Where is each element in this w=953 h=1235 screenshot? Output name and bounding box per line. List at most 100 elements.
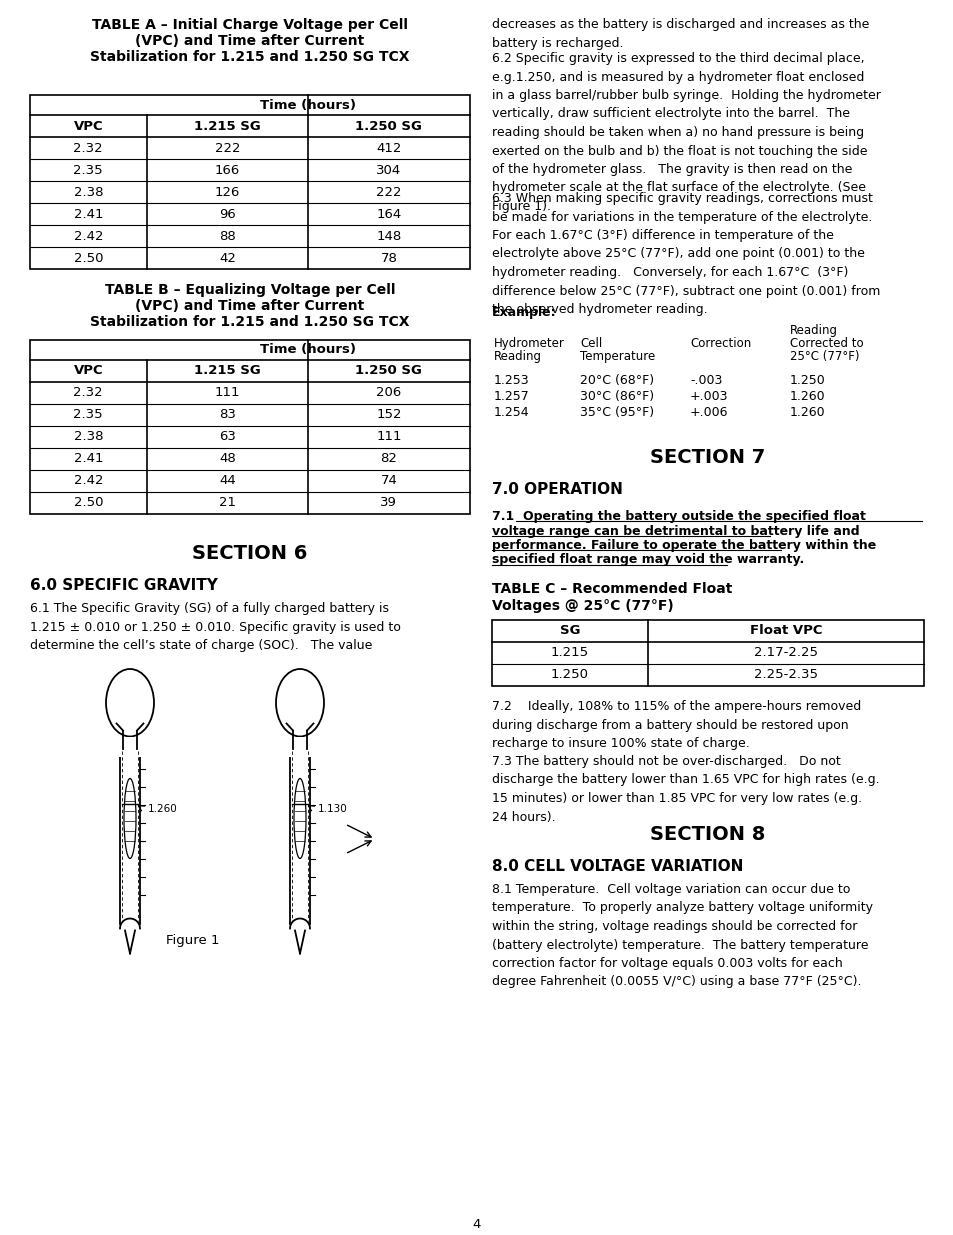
Text: 2.42: 2.42 (73, 230, 103, 242)
Text: SECTION 8: SECTION 8 (650, 825, 765, 844)
Text: 2.35: 2.35 (73, 163, 103, 177)
Text: 74: 74 (380, 474, 396, 488)
Text: 222: 222 (375, 185, 401, 199)
Text: 7.2    Ideally, 108% to 115% of the ampere-hours removed
during discharge from a: 7.2 Ideally, 108% to 115% of the ampere-… (492, 700, 861, 750)
Text: Float VPC: Float VPC (749, 625, 821, 637)
Text: +.006: +.006 (689, 406, 728, 419)
Text: 6.1 The Specific Gravity (SG) of a fully charged battery is
1.215 ± 0.010 or 1.2: 6.1 The Specific Gravity (SG) of a fully… (30, 601, 400, 652)
Text: 96: 96 (219, 207, 235, 221)
Text: 7.1  Operating the battery outside the specified float: 7.1 Operating the battery outside the sp… (492, 510, 865, 522)
Bar (492, 620, 923, 685)
Text: Time (hours): Time (hours) (260, 99, 355, 111)
Text: VPC: VPC (73, 120, 103, 132)
Text: 39: 39 (380, 496, 396, 510)
Text: 6.2 Specific gravity is expressed to the third decimal place,
e.g.1.250, and is : 6.2 Specific gravity is expressed to the… (492, 52, 880, 212)
Text: 148: 148 (375, 230, 401, 242)
Text: performance. Failure to operate the battery within the: performance. Failure to operate the batt… (492, 538, 876, 552)
Text: 2.50: 2.50 (73, 496, 103, 510)
Text: 206: 206 (375, 387, 401, 399)
Text: SECTION 6: SECTION 6 (193, 543, 308, 563)
Text: decreases as the battery is discharged and increases as the
battery is recharged: decreases as the battery is discharged a… (492, 19, 868, 49)
Text: -.003: -.003 (689, 374, 721, 387)
Text: Reading: Reading (494, 350, 541, 363)
Text: 152: 152 (375, 409, 401, 421)
Text: 35°C (95°F): 35°C (95°F) (579, 406, 654, 419)
Text: 63: 63 (218, 431, 235, 443)
Text: TABLE A – Initial Charge Voltage per Cell
(VPC) and Time after Current
Stabiliza: TABLE A – Initial Charge Voltage per Cel… (91, 19, 410, 64)
Text: Temperature: Temperature (579, 350, 655, 363)
Bar (106, 736, 153, 757)
Text: 412: 412 (375, 142, 401, 154)
Text: 1.260: 1.260 (789, 406, 824, 419)
Text: 82: 82 (380, 452, 396, 466)
Text: 8.1 Temperature.  Cell voltage variation can occur due to
temperature.  To prope: 8.1 Temperature. Cell voltage variation … (492, 883, 872, 988)
Text: 2.38: 2.38 (73, 431, 103, 443)
Ellipse shape (106, 669, 153, 736)
Text: 126: 126 (214, 185, 240, 199)
Text: 1.260: 1.260 (789, 390, 824, 403)
Text: 1.253: 1.253 (494, 374, 529, 387)
Text: 2.50: 2.50 (73, 252, 103, 264)
Text: 2.41: 2.41 (73, 452, 103, 466)
Text: Correction: Correction (689, 337, 750, 350)
Text: SG: SG (558, 625, 579, 637)
Text: 83: 83 (218, 409, 235, 421)
Text: TABLE C – Recommended Float: TABLE C – Recommended Float (492, 582, 732, 597)
Ellipse shape (124, 778, 136, 858)
Ellipse shape (294, 778, 306, 858)
Text: 1.250 SG: 1.250 SG (355, 120, 422, 132)
Text: 48: 48 (219, 452, 235, 466)
Text: 111: 111 (214, 387, 240, 399)
Text: VPC: VPC (73, 364, 103, 378)
Text: 7.3 The battery should not be over-discharged.   Do not
discharge the battery lo: 7.3 The battery should not be over-disch… (492, 755, 879, 824)
Text: 30°C (86°F): 30°C (86°F) (579, 390, 654, 403)
Text: TABLE B – Equalizing Voltage per Cell
(VPC) and Time after Current
Stabilization: TABLE B – Equalizing Voltage per Cell (V… (91, 283, 410, 330)
Text: Example:: Example: (492, 306, 556, 319)
Text: 42: 42 (218, 252, 235, 264)
Text: 222: 222 (214, 142, 240, 154)
Bar (275, 736, 324, 757)
Text: 2.38: 2.38 (73, 185, 103, 199)
Text: 1.250 SG: 1.250 SG (355, 364, 422, 378)
Text: 2.25-2.35: 2.25-2.35 (753, 668, 817, 682)
Text: Cell: Cell (579, 337, 601, 350)
Text: 1.215 SG: 1.215 SG (193, 120, 260, 132)
Text: 1.254: 1.254 (494, 406, 529, 419)
Text: Voltages @ 25°C (77°F): Voltages @ 25°C (77°F) (492, 599, 673, 613)
Text: voltage range can be detrimental to battery life and: voltage range can be detrimental to batt… (492, 525, 859, 537)
Text: 6.0 SPECIFIC GRAVITY: 6.0 SPECIFIC GRAVITY (30, 578, 217, 593)
Text: 8.0 CELL VOLTAGE VARIATION: 8.0 CELL VOLTAGE VARIATION (492, 860, 742, 874)
Text: 2.42: 2.42 (73, 474, 103, 488)
Text: Reading: Reading (789, 324, 837, 337)
Text: Time (hours): Time (hours) (260, 343, 355, 357)
Text: 1.215 SG: 1.215 SG (193, 364, 260, 378)
Text: 1.130: 1.130 (317, 804, 348, 814)
Text: 1.250: 1.250 (550, 668, 588, 682)
Text: 1.250: 1.250 (789, 374, 825, 387)
Text: Corrected to: Corrected to (789, 337, 862, 350)
Text: 78: 78 (380, 252, 396, 264)
Bar (30, 95, 469, 269)
Text: 7.0 OPERATION: 7.0 OPERATION (492, 482, 622, 496)
Text: 111: 111 (375, 431, 401, 443)
Text: 2.41: 2.41 (73, 207, 103, 221)
Text: 1.260: 1.260 (148, 804, 177, 814)
Text: 20°C (68°F): 20°C (68°F) (579, 374, 654, 387)
Ellipse shape (275, 669, 324, 736)
Text: +.003: +.003 (689, 390, 728, 403)
Text: 1.257: 1.257 (494, 390, 529, 403)
Text: 2.32: 2.32 (73, 387, 103, 399)
Text: 6.3 When making specific gravity readings, corrections must
be made for variatio: 6.3 When making specific gravity reading… (492, 191, 880, 316)
Text: 4: 4 (473, 1218, 480, 1231)
Text: 1.215: 1.215 (550, 646, 588, 659)
Text: Hydrometer: Hydrometer (494, 337, 564, 350)
Text: 44: 44 (219, 474, 235, 488)
Text: 88: 88 (219, 230, 235, 242)
Text: 164: 164 (375, 207, 401, 221)
Text: 166: 166 (214, 163, 240, 177)
Text: 304: 304 (375, 163, 401, 177)
Text: 21: 21 (218, 496, 235, 510)
Text: Figure 1: Figure 1 (166, 934, 219, 947)
Text: specified float range may void the warranty.: specified float range may void the warra… (492, 553, 803, 567)
Text: 2.35: 2.35 (73, 409, 103, 421)
